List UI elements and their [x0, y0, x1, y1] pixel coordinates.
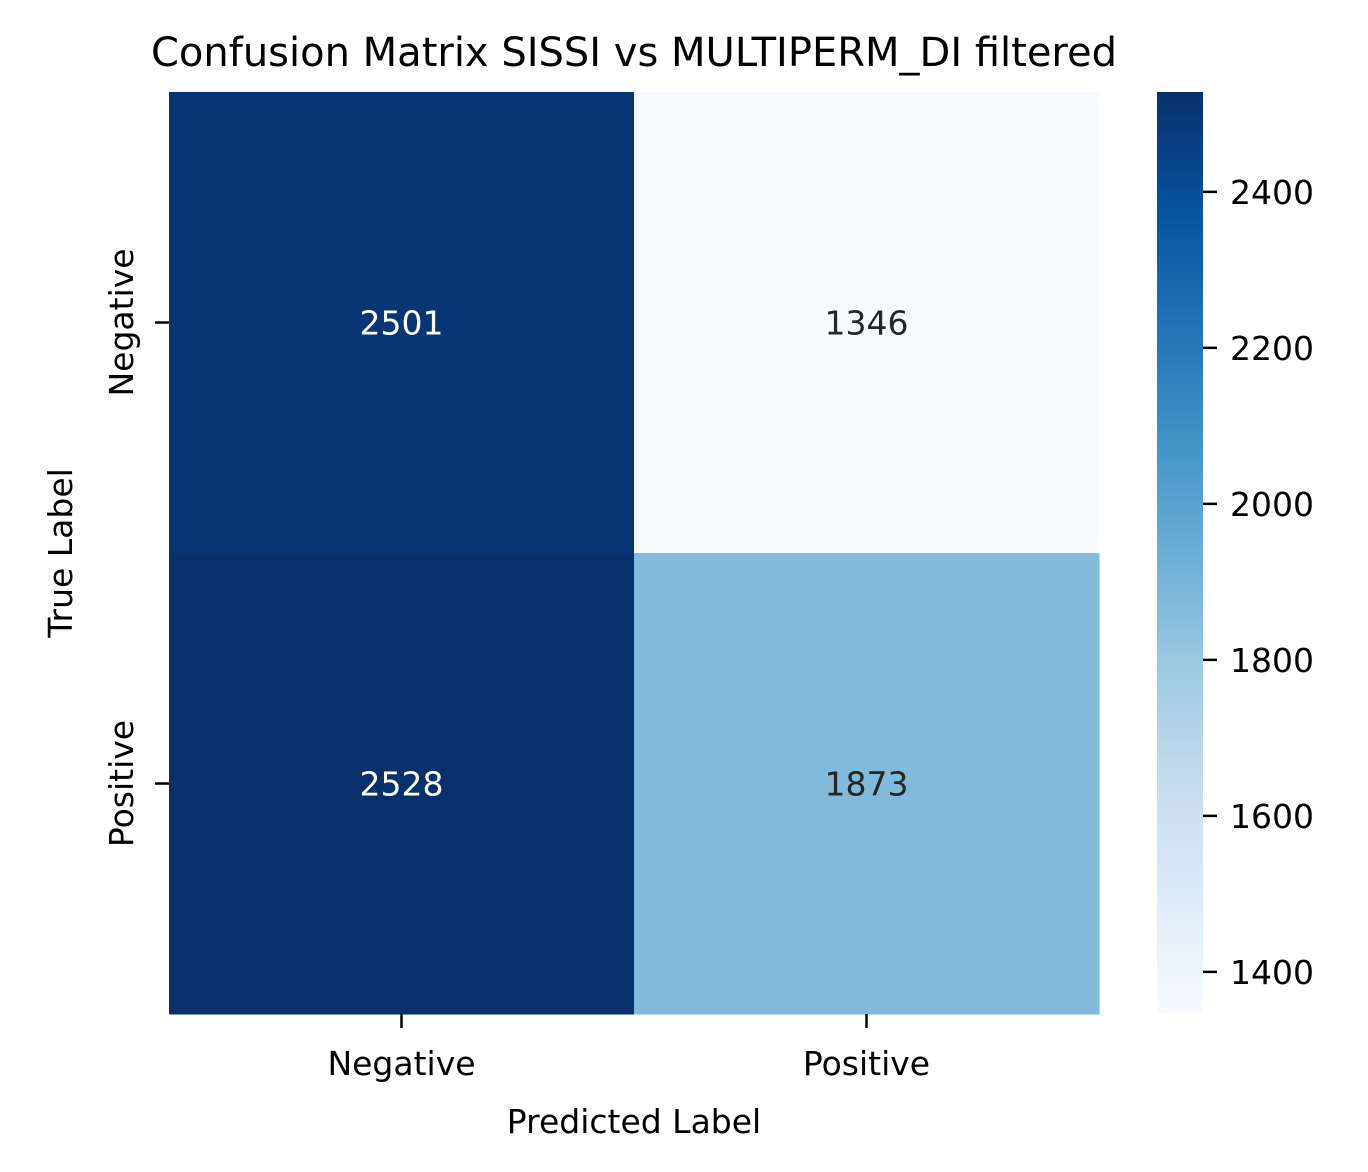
colorbar-tick-label: 1800 — [1230, 641, 1314, 680]
chart-title: Confusion Matrix SISSI vs MULTIPERM_DI f… — [151, 30, 1117, 76]
heatmap-cell-labels: 2501 1346 2528 1873 — [360, 304, 909, 804]
y-axis-ticks: Negative Positive — [102, 248, 169, 847]
colorbar-tick-label: 2200 — [1230, 329, 1314, 368]
colorbar-tick-label: 1400 — [1230, 953, 1314, 992]
heatmap-cell — [169, 92, 635, 554]
x-tick-label: Negative — [327, 1044, 475, 1083]
colorbar-tick-label: 2000 — [1230, 485, 1314, 524]
heatmap-cells — [169, 92, 1100, 1015]
y-axis-label: True Label — [41, 468, 80, 639]
heatmap-cell-label: 1873 — [825, 765, 909, 804]
colorbar-tick-label: 1600 — [1230, 797, 1314, 836]
heatmap-cell — [634, 553, 1100, 1015]
x-axis-label: Predicted Label — [507, 1102, 761, 1141]
heatmap-cell-label: 1346 — [825, 304, 909, 343]
x-tick-label: Positive — [803, 1044, 930, 1083]
y-tick-label: Negative — [102, 248, 141, 396]
y-tick-label: Positive — [102, 720, 141, 847]
colorbar — [1157, 92, 1203, 1014]
heatmap-cell-label: 2528 — [360, 765, 444, 804]
heatmap-cell — [634, 92, 1100, 554]
colorbar-tick-label: 2400 — [1230, 173, 1314, 212]
heatmap-cell-label: 2501 — [360, 304, 444, 343]
colorbar-ticks: 1400 1600 1800 2000 2200 2400 — [1203, 173, 1314, 992]
heatmap-cell — [169, 553, 635, 1015]
x-axis-ticks: Negative Positive — [327, 1014, 930, 1083]
